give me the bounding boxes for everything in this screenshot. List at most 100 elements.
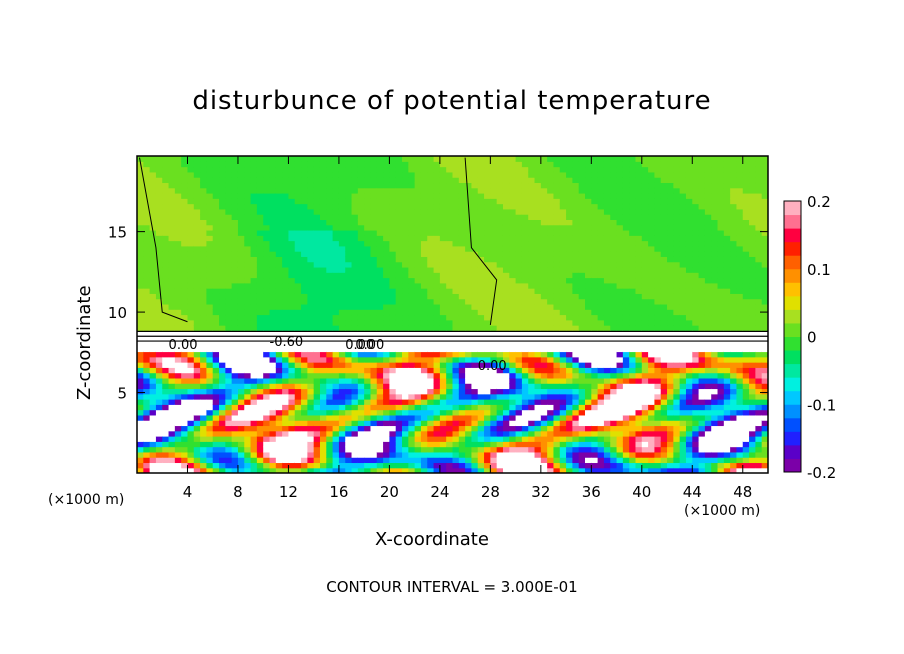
heatmap-cell (572, 414, 580, 421)
heatmap-cell (137, 314, 144, 321)
heatmap-cell (307, 266, 315, 273)
heatmap-cell (307, 282, 315, 289)
heatmap-cell (553, 182, 561, 189)
heatmap-cell (553, 298, 561, 305)
heatmap-cell (648, 441, 656, 448)
heatmap-cell (225, 420, 233, 427)
heatmap-cell (408, 399, 416, 405)
heatmap-cell (351, 219, 359, 226)
heatmap-cell (427, 404, 435, 411)
heatmap-cell (420, 356, 428, 363)
heatmap-cell (313, 462, 321, 469)
heatmap-cell (439, 251, 447, 257)
heatmap-cell (553, 393, 561, 400)
heatmap-cell (433, 399, 441, 405)
heatmap-cell (137, 446, 144, 453)
heatmap-cell (408, 446, 416, 453)
heatmap-cell (143, 446, 151, 453)
heatmap-cell (200, 325, 208, 331)
heatmap-cell (629, 399, 637, 405)
heatmap-cell (237, 156, 245, 162)
heatmap-cell (509, 187, 517, 194)
heatmap-cell (376, 446, 384, 453)
heatmap-cell (181, 393, 189, 400)
heatmap-cell (319, 156, 327, 162)
heatmap-cell (275, 346, 283, 353)
heatmap-cell (603, 229, 611, 236)
heatmap-cell (288, 203, 296, 210)
heatmap-cell (256, 425, 264, 432)
heatmap-cell (212, 240, 220, 247)
heatmap-cell (351, 309, 359, 316)
heatmap-cell (225, 272, 233, 279)
heatmap-cell (408, 425, 416, 432)
heatmap-cell (168, 377, 176, 384)
heatmap-cell (553, 451, 561, 458)
heatmap-cell (288, 266, 296, 273)
heatmap-cell (427, 256, 435, 263)
heatmap-cell (244, 288, 252, 294)
heatmap-cell (572, 377, 580, 384)
heatmap-cell (168, 446, 176, 453)
heatmap-cell (301, 245, 308, 252)
heatmap-cell (528, 208, 536, 215)
heatmap-cell (515, 261, 523, 268)
heatmap-cell (402, 467, 409, 473)
heatmap-cell (547, 235, 555, 242)
heatmap-cell (603, 346, 611, 353)
heatmap-cell (660, 446, 668, 453)
heatmap-cell (282, 261, 290, 268)
heatmap-cell (307, 187, 315, 194)
heatmap-cell (149, 351, 157, 358)
heatmap-cell (515, 377, 523, 384)
heatmap-cell (477, 198, 485, 205)
heatmap-cell (553, 245, 561, 252)
heatmap-cell (162, 430, 170, 437)
heatmap-cell (181, 303, 189, 310)
heatmap-cell (231, 446, 239, 453)
heatmap-cell (237, 372, 245, 379)
heatmap-cell (616, 414, 624, 421)
heatmap-cell (187, 356, 195, 363)
heatmap-cell (282, 288, 290, 294)
heatmap-cell (383, 393, 390, 400)
heatmap-cell (528, 467, 536, 473)
heatmap-cell (559, 282, 567, 289)
heatmap-cell (465, 319, 473, 326)
heatmap-cell (338, 277, 346, 284)
heatmap-cell (433, 457, 441, 464)
heatmap-cell (200, 467, 208, 473)
heatmap-cell (402, 462, 409, 469)
heatmap-cell (370, 245, 378, 252)
heatmap-cell (389, 182, 397, 189)
heatmap-cell (301, 409, 308, 416)
heatmap-cell (256, 229, 264, 236)
heatmap-cell (389, 372, 397, 379)
heatmap-cell (458, 266, 466, 273)
heatmap-cell (357, 467, 365, 473)
heatmap-cell (389, 362, 397, 368)
heatmap-cell (395, 319, 403, 326)
heatmap-cell (149, 245, 157, 252)
heatmap-cell (301, 272, 308, 279)
heatmap-cell (193, 399, 201, 405)
heatmap-cell (143, 383, 151, 390)
heatmap-cell (540, 409, 548, 416)
heatmap-cell (155, 314, 163, 321)
heatmap-cell (376, 229, 384, 236)
heatmap-cell (149, 261, 157, 268)
heatmap-cell (269, 356, 277, 363)
heatmap-cell (515, 393, 523, 400)
heatmap-cell (200, 399, 208, 405)
heatmap-cell (282, 457, 290, 464)
heatmap-cell (200, 166, 208, 173)
heatmap-cell (149, 171, 157, 178)
heatmap-cell (635, 251, 643, 257)
heatmap-cell (572, 393, 580, 400)
heatmap-cell (439, 414, 447, 421)
heatmap-cell (269, 177, 277, 184)
heatmap-cell (439, 446, 447, 453)
heatmap-cell (452, 266, 460, 273)
heatmap-cell (256, 436, 264, 442)
heatmap-cell (263, 303, 271, 310)
